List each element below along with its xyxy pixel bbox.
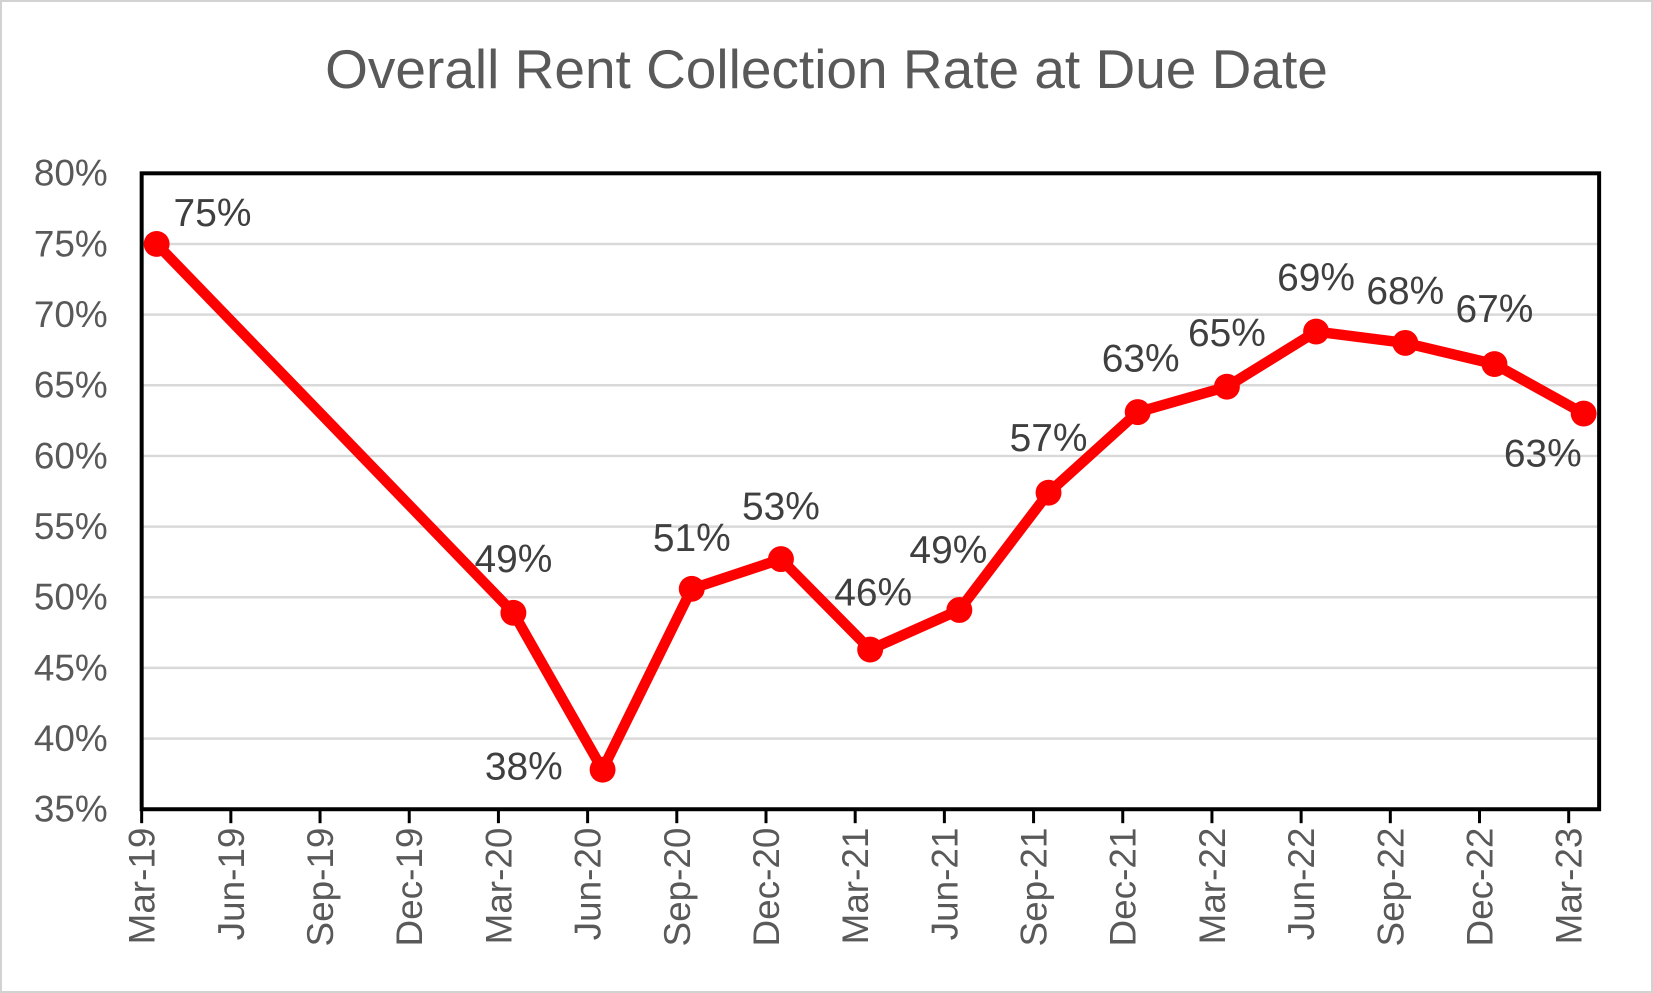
data-point-label: 57%: [1010, 417, 1088, 460]
y-axis-tick-label: 60%: [34, 435, 108, 476]
data-point-marker: [1124, 399, 1151, 426]
x-axis-tick-label: Jun-22: [1281, 828, 1322, 941]
data-point-label: 38%: [485, 746, 563, 789]
data-point-label: 75%: [174, 192, 252, 235]
data-point-marker: [678, 575, 705, 602]
x-axis-tick-label: Jun-20: [568, 828, 609, 941]
x-axis-tick-label: Mar-19: [122, 828, 163, 945]
data-point-marker: [1570, 400, 1597, 427]
x-axis-tick-label: Sep-19: [300, 828, 341, 947]
x-axis-tick-label: Mar-22: [1192, 828, 1233, 945]
data-point-marker: [767, 546, 794, 573]
data-point-marker: [1392, 329, 1419, 356]
data-point-label: 65%: [1188, 312, 1266, 355]
y-axis-tick-label: 75%: [34, 223, 108, 264]
data-point-marker: [500, 599, 527, 626]
x-axis-tick-label: Dec-22: [1459, 828, 1500, 947]
data-point-label: 49%: [909, 529, 987, 572]
data-point-label: 63%: [1102, 337, 1180, 380]
data-point-marker: [1213, 373, 1240, 400]
x-axis-tick-label: Dec-19: [389, 828, 430, 947]
data-point-marker: [946, 597, 973, 623]
y-axis-tick-label: 70%: [34, 294, 108, 335]
chart-title: Overall Rent Collection Rate at Due Date: [325, 38, 1328, 100]
y-axis-tick-label: 40%: [34, 718, 108, 759]
data-point-label: 68%: [1366, 270, 1444, 313]
data-point-marker: [143, 231, 170, 257]
x-axis-tick-label: Dec-20: [746, 828, 787, 947]
data-point-label: 53%: [742, 485, 820, 528]
x-axis-tick-label: Dec-21: [1103, 828, 1144, 947]
data-point-label: 51%: [653, 517, 731, 560]
data-point-label: 67%: [1456, 288, 1534, 331]
data-point-label: 63%: [1504, 432, 1582, 475]
series-line: [151, 238, 1589, 775]
data-point-marker: [1303, 318, 1330, 345]
x-axis-tick-label: Mar-23: [1549, 828, 1590, 945]
y-axis-tick-label: 50%: [34, 577, 108, 618]
x-axis-tick-label: Mar-21: [835, 828, 876, 945]
data-point-marker: [1481, 351, 1508, 378]
x-axis-tick-label: Mar-20: [478, 828, 519, 945]
data-point-label: 46%: [834, 572, 912, 615]
x-axis-tick-label: Jun-19: [211, 828, 252, 941]
plot-frame: [139, 171, 1602, 812]
x-axis-tick-label: Sep-20: [657, 828, 698, 947]
data-point-marker: [1035, 479, 1062, 506]
x-axis-tick-label: Sep-21: [1014, 828, 1055, 947]
data-point-label: 69%: [1277, 257, 1355, 300]
data-point-label: 49%: [474, 538, 552, 581]
data-point-marker: [857, 636, 884, 663]
data-point-marker: [589, 756, 616, 783]
y-axis-tick-label: 80%: [34, 153, 108, 194]
y-axis-tick-label: 65%: [34, 365, 108, 406]
y-axis-tick-label: 35%: [34, 789, 108, 830]
x-axis-tick-label: Sep-22: [1370, 828, 1411, 947]
y-axis-tick-label: 45%: [34, 647, 108, 688]
y-axis-tick-label: 55%: [34, 506, 108, 547]
x-axis-tick-label: Jun-21: [924, 828, 965, 941]
